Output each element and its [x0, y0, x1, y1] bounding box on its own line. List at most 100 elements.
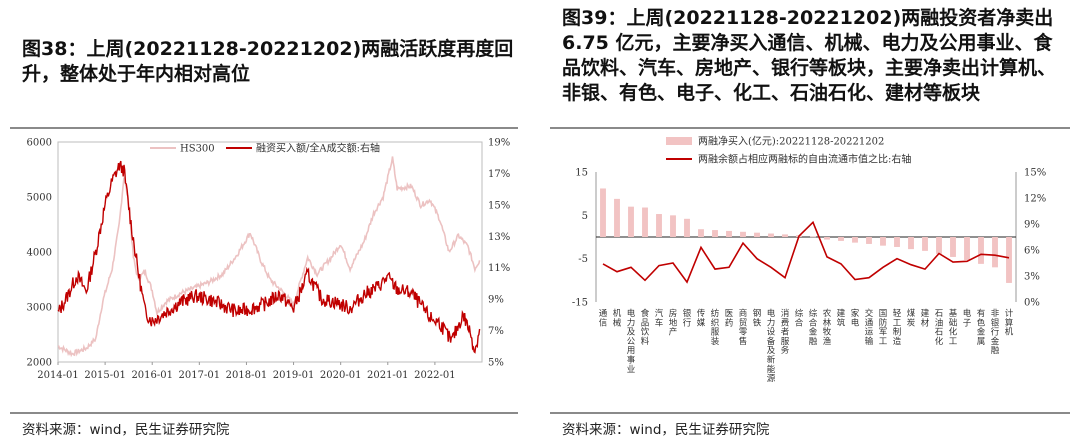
right-source-note: 资料来源：wind，民生证券研究院 — [562, 422, 770, 438]
category-label-char: 牧 — [823, 327, 832, 338]
net-buy-bar — [656, 214, 662, 237]
category-label: 综合 — [795, 308, 804, 328]
category-label: 通信 — [599, 308, 608, 328]
category-label-char: 行 — [991, 327, 1000, 338]
category-label-char: 融 — [991, 345, 1000, 356]
net-buy-bar — [992, 237, 998, 268]
left-y-tick-label: 3000 — [27, 303, 52, 314]
right-y-tick-label: 13% — [488, 232, 510, 243]
category-label-char: 筑 — [837, 317, 846, 328]
category-label: 房地产 — [669, 308, 678, 338]
net-buy-bar — [950, 237, 956, 257]
category-label-char: 料 — [641, 336, 650, 347]
net-buy-bar — [684, 218, 690, 237]
category-label-char: 综 — [795, 308, 804, 319]
net-buy-bar — [936, 237, 942, 254]
category-label-char: 银 — [683, 308, 692, 319]
right-top-rule — [550, 127, 1070, 129]
category-label-char: 材 — [921, 317, 930, 328]
category-label-char: 金 — [809, 327, 818, 338]
category-label: 建材 — [921, 308, 930, 328]
category-label-char: 装 — [711, 336, 720, 347]
category-label-char: 传 — [697, 308, 706, 319]
category-label-char: 交 — [865, 308, 874, 319]
x-tick-label: 2015-01 — [84, 370, 126, 381]
right-y-tick-label: 5% — [488, 358, 504, 369]
net-buy-bar — [782, 234, 788, 237]
category-label-char: 林 — [823, 317, 832, 328]
category-label-char: 工 — [893, 318, 902, 328]
category-label: 计算机 — [1005, 308, 1014, 338]
category-label-char: 信 — [599, 317, 608, 328]
net-buy-bar — [740, 231, 746, 237]
net-buy-bar — [712, 230, 718, 237]
left-y-tick-label: 4000 — [27, 248, 52, 259]
category-label: 石油石化 — [935, 309, 944, 347]
category-label-char: 机 — [613, 308, 622, 319]
left-figure-panel: 图38：上周(20221128-20221202)两融活跃度再度回升，整体处于年… — [0, 0, 530, 441]
category-label-char: 业 — [627, 364, 636, 375]
net-buy-bar — [810, 236, 816, 238]
category-label-char: 服 — [711, 328, 720, 338]
category-label-char: 药 — [725, 317, 734, 328]
left-y-tick-label: -15 — [572, 298, 588, 309]
category-label: 建筑 — [837, 308, 846, 328]
category-label-char: 商 — [739, 308, 748, 319]
category-label-char: 子 — [963, 318, 972, 328]
category-label-char: 有 — [977, 308, 986, 319]
category-label: 煤炭 — [907, 308, 916, 328]
category-label-char: 石 — [935, 309, 944, 319]
category-label-char: 零 — [739, 328, 748, 338]
right-y-tick-label: 7% — [488, 326, 504, 337]
category-label: 家电 — [851, 308, 860, 328]
category-label-char: 算 — [1005, 317, 1014, 328]
left-figure-title: 图38：上周(20221128-20221202)两融活跃度再度回升，整体处于年… — [22, 38, 514, 85]
category-label-char: 合 — [809, 317, 818, 328]
category-label-char: 备 — [767, 336, 776, 347]
category-label-char: 渔 — [823, 336, 832, 347]
right-y-tick-label: 19% — [488, 138, 510, 149]
left-bottom-rule — [10, 412, 518, 414]
right-y-tick-label: 9% — [488, 295, 504, 306]
category-label: 机械 — [613, 308, 622, 328]
category-label-char: 饮 — [641, 327, 650, 338]
category-label-char: 非 — [991, 308, 1000, 319]
category-label-char: 电 — [627, 308, 636, 319]
right-bar-chart: 155-5-1515%12%9%6%3%0%通信机械电力及公用事业食品饮料汽车房… — [572, 135, 1046, 385]
category-label-char: 银 — [991, 317, 1000, 328]
legend-hs300-label: HS300 — [180, 144, 215, 155]
category-label-char: 建 — [837, 308, 846, 319]
net-buy-bar — [768, 233, 774, 237]
right-bottom-rule — [550, 412, 1070, 414]
category-label-char: 铁 — [753, 317, 762, 328]
category-label: 医药 — [725, 309, 734, 328]
category-label-char: 机 — [1005, 327, 1014, 338]
category-label-char: 电 — [963, 308, 972, 319]
net-buy-bar — [726, 230, 732, 237]
category-label-char: 及 — [767, 346, 776, 356]
legend-margin-ratio-label: 融资买入额/全A成交额:右轴 — [256, 142, 380, 155]
category-label-char: 源 — [767, 374, 776, 384]
category-label-char: 金 — [991, 336, 1000, 347]
category-label-char: 计 — [1005, 308, 1014, 319]
net-buy-bar — [852, 237, 858, 243]
category-label-char: 通 — [599, 308, 608, 319]
left-source-note: 资料来源：wind，民生证券研究院 — [22, 422, 230, 438]
category-label-char: 础 — [949, 317, 958, 328]
x-tick-label: 2021-01 — [367, 370, 409, 381]
category-label-char: 服 — [781, 337, 790, 347]
category-label-char: 地 — [669, 317, 678, 328]
category-label-char: 房 — [669, 308, 678, 319]
net-buy-bar — [614, 198, 620, 237]
category-label-char: 电 — [767, 308, 776, 319]
legend-bar-label: 两融净买入(亿元):20221128-20221202 — [698, 135, 884, 148]
net-buy-bar — [880, 237, 886, 246]
